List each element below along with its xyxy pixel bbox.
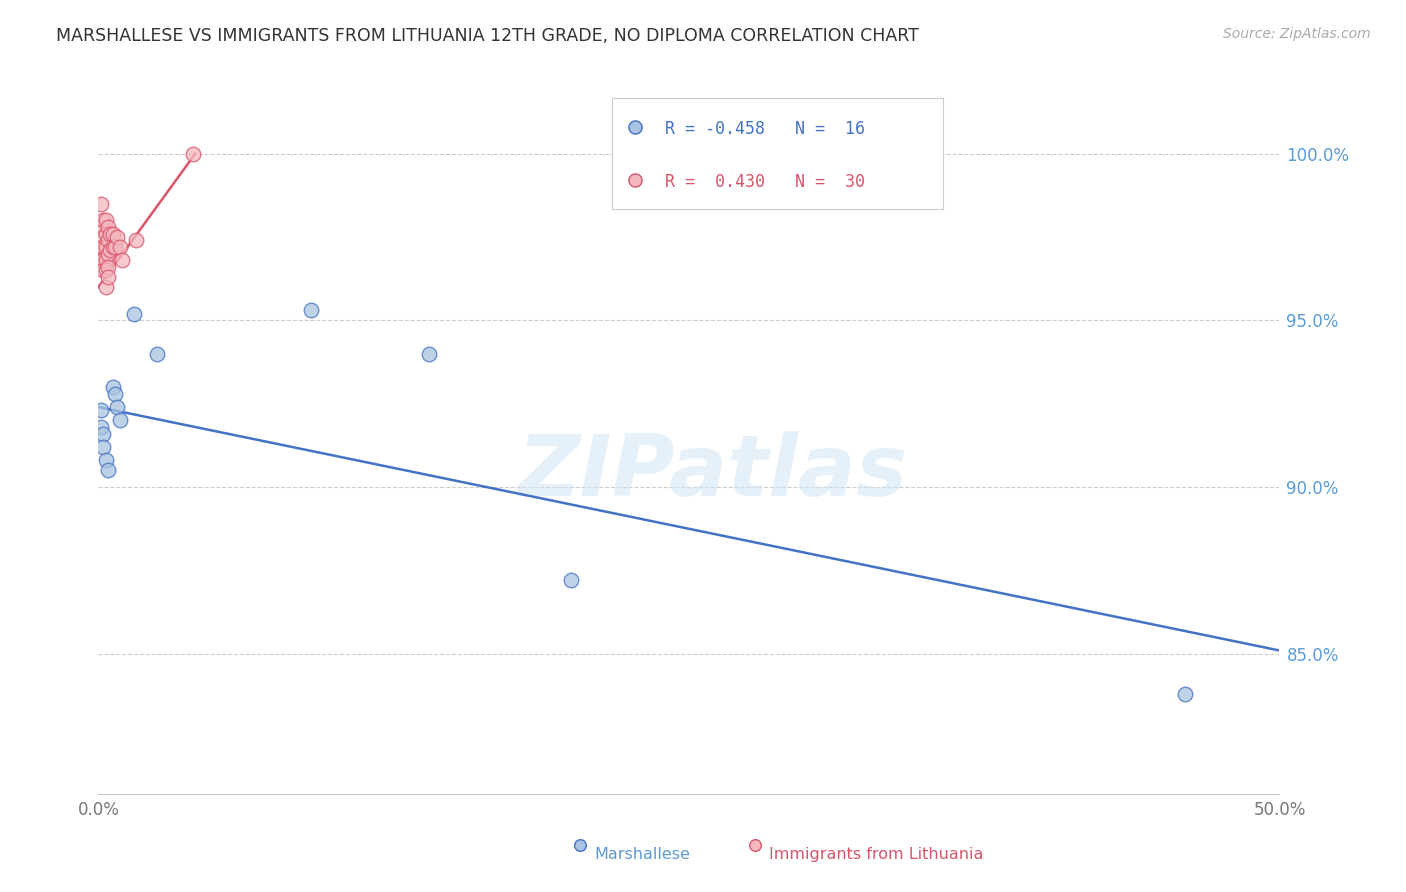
Point (94, 240, 117, 254)
Point (104, 386, 127, 401)
Point (97, 246, 120, 260)
Point (418, 347, 440, 361)
Point (299, 303, 322, 318)
Point (94, 253, 117, 268)
Point (91, 263, 114, 277)
Point (122, 307, 145, 321)
Point (90, 403, 112, 417)
Point (1174, 687, 1197, 701)
Point (97, 219, 120, 234)
Point (90, 420, 112, 434)
Point (91, 426, 114, 441)
Point (101, 380, 124, 394)
Point (94, 263, 117, 277)
Text: Immigrants from Lithuania: Immigrants from Lithuania (769, 847, 984, 863)
Point (105, 400, 128, 414)
Text: Marshallese: Marshallese (595, 847, 690, 863)
Point (97, 260, 120, 274)
Point (104, 240, 127, 254)
Point (146, 347, 169, 361)
Text: Source: ZipAtlas.com: Source: ZipAtlas.com (1223, 27, 1371, 41)
Point (111, 253, 134, 268)
Point (91, 213, 114, 227)
Point (97, 463, 120, 477)
Point (90, 253, 112, 268)
Point (105, 230, 128, 244)
Point (101, 227, 124, 241)
Point (94, 453, 117, 467)
Point (94, 213, 117, 227)
Point (181, 146, 204, 161)
Point (90, 196, 112, 211)
Text: MARSHALLESE VS IMMIGRANTS FROM LITHUANIA 12TH GRADE, NO DIPLOMA CORRELATION CHAR: MARSHALLESE VS IMMIGRANTS FROM LITHUANIA… (56, 27, 920, 45)
Point (108, 413, 131, 427)
Point (97, 233, 120, 247)
Point (560, 574, 582, 588)
Point (94, 227, 117, 241)
Text: ZIPatlas: ZIPatlas (517, 431, 908, 515)
Point (91, 230, 114, 244)
Point (98, 244, 121, 258)
Point (94, 280, 117, 294)
Point (108, 240, 131, 254)
Point (91, 253, 114, 268)
Point (97, 270, 120, 285)
Point (101, 240, 124, 254)
Point (125, 233, 148, 247)
Point (98, 227, 121, 241)
Point (90, 219, 112, 234)
Point (90, 240, 112, 254)
Point (91, 240, 114, 254)
Point (91, 440, 114, 454)
